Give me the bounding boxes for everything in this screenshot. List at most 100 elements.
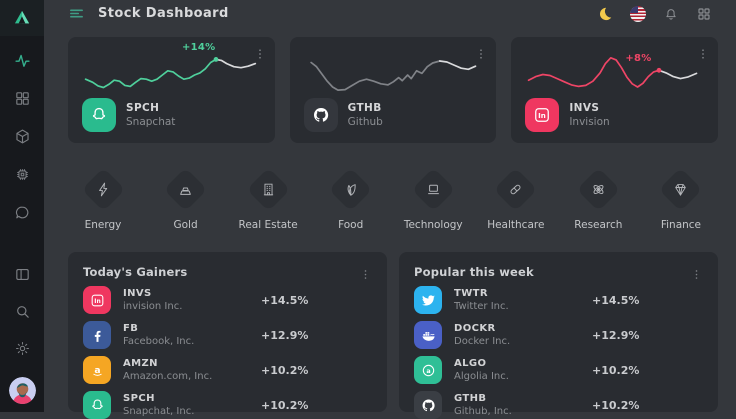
twitter-icon [414, 286, 442, 314]
docker-icon [414, 321, 442, 349]
app-logo[interactable] [0, 0, 44, 36]
stock-ticker: INVS [569, 102, 600, 114]
list-item-twtr[interactable]: TWTR Twitter Inc. +14.5% [414, 286, 703, 314]
stock-name: Invision [569, 116, 610, 128]
category-research[interactable]: Research [565, 167, 631, 231]
stock-name: Snapchat [126, 116, 176, 128]
sidebar-item-activity[interactable] [14, 52, 31, 69]
panel-title: Popular this week [414, 265, 534, 279]
list-item-amzn[interactable]: a AMZN Amazon.com, Inc. +10.2% [83, 356, 372, 384]
todays-gainers-panel: Today's Gainers In INVS invision Inc. +1… [68, 252, 387, 419]
amazon-icon: a [83, 356, 111, 384]
hamburger-menu-icon[interactable] [68, 5, 85, 22]
list-item-fb[interactable]: FB Facebook, Inc. +12.9% [83, 321, 372, 349]
topbar-actions [597, 5, 712, 22]
svg-text:In: In [538, 111, 546, 120]
row-change: +14.5% [261, 293, 309, 307]
gem-icon [672, 181, 689, 198]
list-item-spch[interactable]: SPCH Snapchat, Inc. +10.2% [83, 391, 372, 419]
row-name: invision Inc. [123, 301, 183, 312]
row-change: +10.2% [592, 363, 640, 377]
row-ticker: DOCKR [454, 323, 496, 334]
kebab-menu-icon[interactable] [253, 46, 267, 60]
category-label: Energy [84, 219, 122, 231]
svg-text:a: a [94, 365, 100, 376]
sidebar-item-settings[interactable] [14, 340, 31, 357]
category-label: Finance [660, 219, 702, 231]
logo-triangle-icon [12, 8, 32, 28]
category-finance[interactable]: Finance [648, 167, 714, 231]
list-item-dockr[interactable]: DOCKR Docker Inc. +12.9% [414, 321, 703, 349]
sidebar-item-packages-cube[interactable] [14, 128, 31, 145]
gold-icon [177, 181, 194, 198]
snapchat-icon [83, 391, 111, 419]
theme-moon-icon[interactable] [597, 6, 613, 22]
kebab-menu-icon[interactable] [696, 46, 710, 60]
category-energy[interactable]: Energy [70, 167, 136, 231]
panels-row: Today's Gainers In INVS invision Inc. +1… [68, 252, 718, 419]
user-avatar[interactable] [8, 377, 36, 404]
laptop-icon [425, 181, 442, 198]
category-label: Technology [403, 219, 463, 231]
list-item-invs[interactable]: In INVS invision Inc. +14.5% [83, 286, 372, 314]
svg-text:In: In [94, 297, 101, 304]
stock-card-invs[interactable]: +8% In INVS Invision [511, 37, 718, 143]
sidebar [0, 0, 44, 412]
category-technology[interactable]: Technology [400, 167, 466, 231]
stock-card-gthb[interactable]: GTHB Github [289, 37, 497, 143]
snapchat-icon [82, 98, 116, 132]
sidebar-nav-bottom [8, 266, 36, 404]
energy-icon [95, 181, 112, 198]
sidebar-item-messages[interactable] [14, 204, 31, 221]
row-name: Twitter Inc. [454, 301, 509, 312]
category-label: Research [574, 219, 623, 231]
invision-icon: In [83, 286, 111, 314]
category-label: Gold [173, 219, 198, 231]
category-real-estate[interactable]: Real Estate [235, 167, 301, 231]
language-us-flag-icon[interactable] [630, 5, 646, 22]
row-name: Amazon.com, Inc. [123, 371, 213, 382]
row-change: +10.2% [261, 363, 309, 377]
category-row: Energy Gold Real Estate Food Technology … [70, 167, 714, 231]
list-item-gthb[interactable]: GTHB Github, Inc. +10.2% [414, 391, 703, 419]
algolia-icon: a [414, 356, 442, 384]
kebab-menu-icon[interactable] [474, 46, 488, 60]
invision-icon: In [525, 98, 560, 132]
row-ticker: GTHB [454, 393, 487, 404]
stock-cards-row: +14% SPCH Snapchat GT [68, 37, 718, 143]
stock-ticker: GTHB [347, 102, 382, 114]
category-gold[interactable]: Gold [153, 167, 219, 231]
stock-card-footer: SPCH Snapchat [82, 98, 175, 132]
category-food[interactable]: Food [318, 167, 384, 231]
sidebar-item-chip[interactable] [14, 166, 31, 183]
row-name: Algolia Inc. [454, 371, 509, 382]
content: +14% SPCH Snapchat GT [44, 27, 736, 419]
row-name: Facebook, Inc. [123, 336, 195, 347]
sidebar-nav-top [14, 52, 31, 221]
kebab-menu-icon[interactable] [690, 266, 703, 279]
sidebar-item-search[interactable] [14, 303, 31, 320]
svg-text:a: a [426, 366, 430, 374]
row-ticker: FB [123, 323, 139, 334]
sparkline-chart: +14% [82, 42, 261, 101]
row-change: +12.9% [592, 328, 640, 342]
row-change: +12.9% [261, 328, 309, 342]
sidebar-item-dashboard-grid[interactable] [14, 90, 31, 107]
category-label: Healthcare [487, 219, 545, 231]
notifications-bell-icon[interactable] [663, 6, 679, 22]
stock-card-spch[interactable]: +14% SPCH Snapchat [68, 37, 275, 143]
category-healthcare[interactable]: Healthcare [483, 167, 549, 231]
top-bar: Stock Dashboard [44, 0, 736, 27]
kebab-menu-icon[interactable] [359, 266, 372, 279]
main-area: Stock Dashboard +14% SPCH Snapchat [44, 0, 736, 419]
change-label: +14% [181, 42, 216, 54]
pill-icon [507, 181, 524, 198]
atom-icon [590, 181, 607, 198]
sidebar-item-layout[interactable] [14, 266, 31, 283]
apps-grid-icon[interactable] [696, 6, 712, 22]
row-change: +10.2% [592, 398, 640, 412]
row-name: Docker Inc. [454, 336, 511, 347]
list-item-algo[interactable]: a ALGO Algolia Inc. +10.2% [414, 356, 703, 384]
row-ticker: AMZN [123, 358, 158, 369]
building-icon [260, 181, 277, 198]
